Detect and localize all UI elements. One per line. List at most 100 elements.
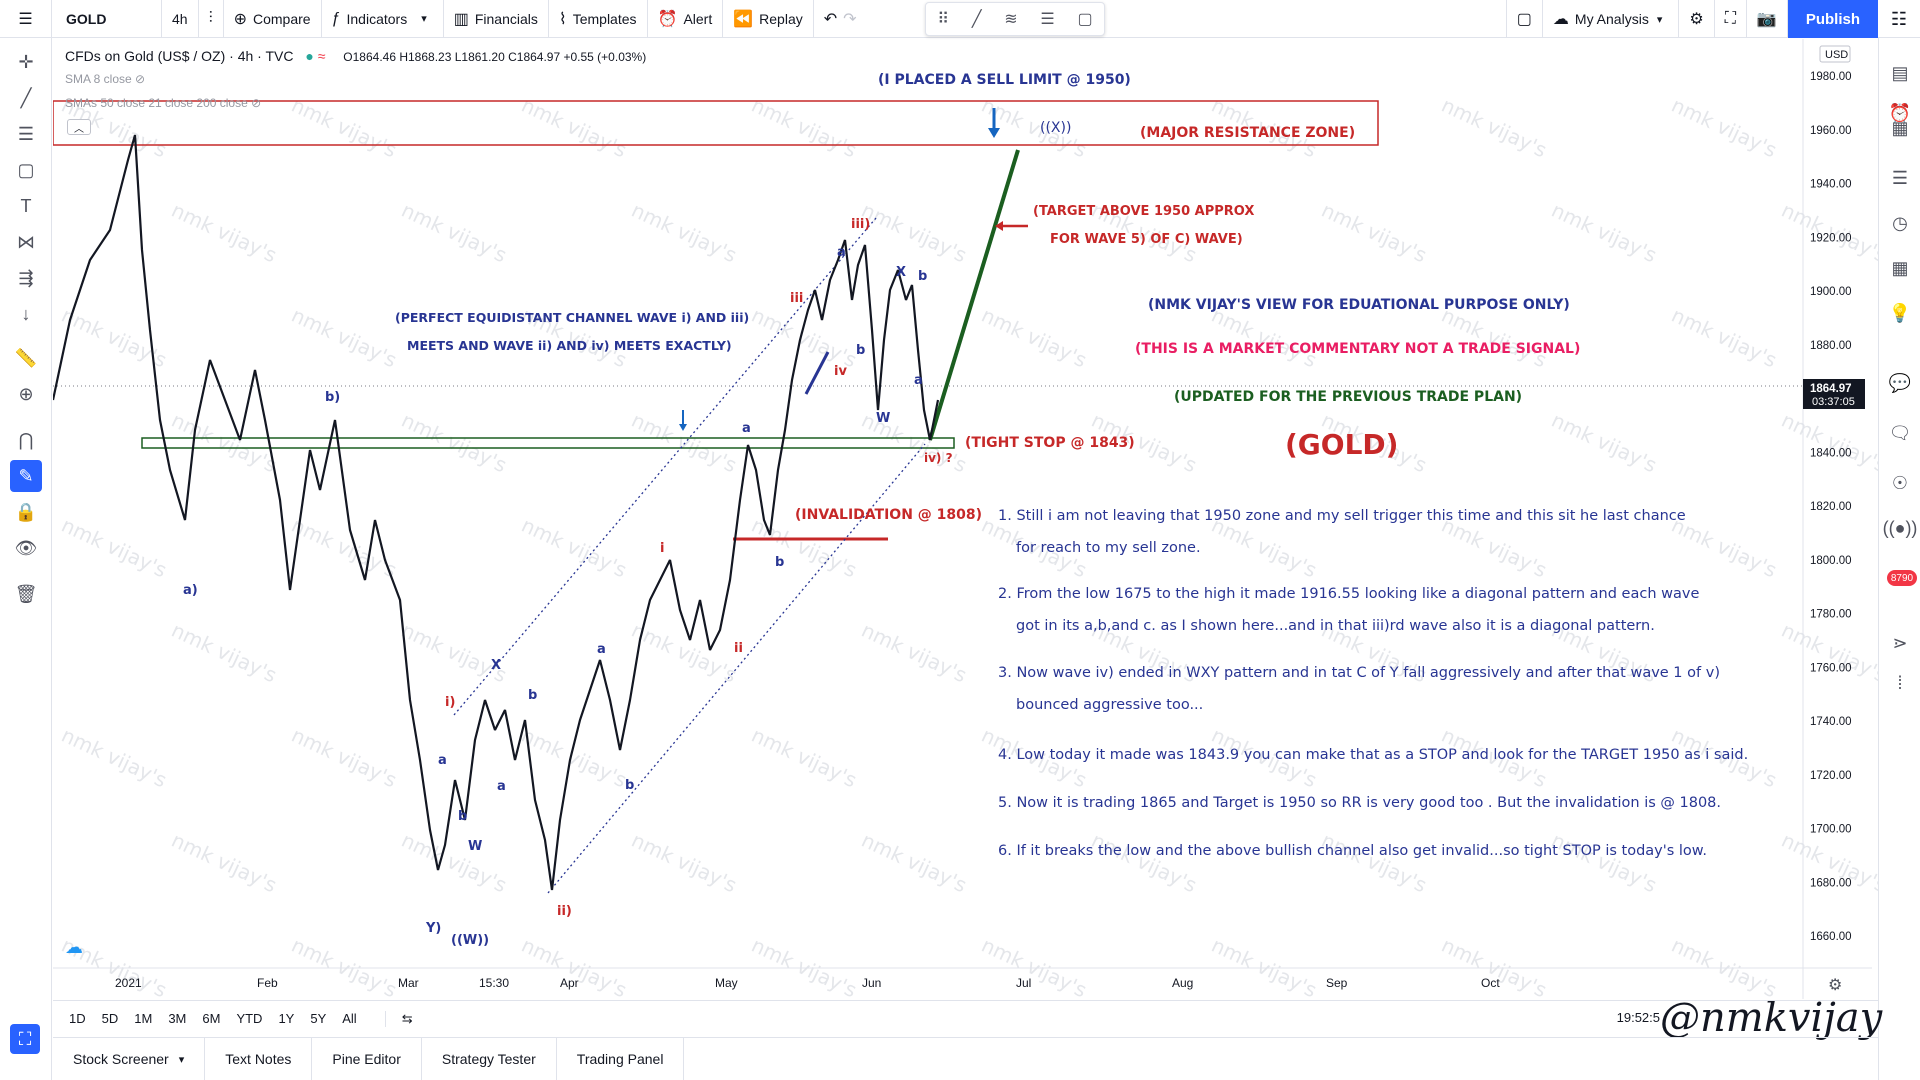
wave-label: X <box>491 658 501 673</box>
chart-canvas[interactable]: nmk vijay's nmk vijay's nmk vijay's nmk vij… <box>53 39 1878 999</box>
delete-tool[interactable]: 🗑 <box>10 578 42 610</box>
range-5d[interactable]: 5D <box>101 1011 119 1026</box>
redo-icon[interactable]: ↷ <box>843 10 857 28</box>
range-1m[interactable]: 1M <box>134 1011 153 1026</box>
time-tick-label: Jul <box>1016 976 1031 990</box>
zoom-tool[interactable]: ⊕ <box>10 378 42 410</box>
range-1y[interactable]: 1Y <box>278 1011 295 1026</box>
hotlist-button[interactable]: ☰ <box>1885 163 1915 193</box>
templates-button[interactable]: ⌇ Templates <box>549 0 648 38</box>
note-line: 3. Now wave iv) ended in WXY pattern and… <box>998 665 1720 681</box>
layout-button[interactable]: ▢ <box>1505 0 1543 38</box>
calendar-grid-button[interactable]: ▦ <box>1885 253 1915 283</box>
ideas-button[interactable]: 💡 <box>1885 298 1915 328</box>
drag-handle-icon[interactable]: ⠿ <box>937 11 950 28</box>
watermark-text: nmk vijay's <box>518 93 631 163</box>
calendar-button[interactable]: ◷ <box>1885 208 1915 238</box>
tab-strategy-tester[interactable]: Strategy Tester <box>422 1037 557 1080</box>
eye-slash-icon[interactable]: ⊘ <box>251 96 262 110</box>
tab-pine-editor[interactable]: Pine Editor <box>312 1037 422 1080</box>
streams-button[interactable]: 🗨 <box>1885 418 1915 448</box>
replay-button[interactable]: ⏪ Replay <box>723 0 814 38</box>
invalidation-label: (INVALIDATION @ 1808) <box>795 507 982 523</box>
range-5y[interactable]: 5Y <box>310 1011 327 1026</box>
range-all[interactable]: All <box>342 1011 357 1026</box>
clock[interactable]: 19:52:5 <box>1616 1010 1660 1025</box>
chevron-down-icon: ▾ <box>1656 13 1663 26</box>
publish-button[interactable]: Publish <box>1787 0 1878 38</box>
hide-tool[interactable]: 👁 <box>10 532 42 564</box>
trendline-tool[interactable]: ╱ <box>10 82 42 114</box>
collapse-legend-button[interactable]: ︿ <box>67 119 91 135</box>
channel-icon[interactable]: ☰ <box>1040 11 1055 28</box>
price-tick-label: 1880.00 <box>1810 340 1852 352</box>
undo-icon[interactable]: ↶ <box>823 10 838 28</box>
symbol-search-button[interactable]: GOLD <box>52 0 162 38</box>
prediction-tool[interactable]: ⇶ <box>10 262 42 294</box>
trend-line-icon[interactable]: ╱ <box>971 11 982 28</box>
watermark-text: nmk vijay's <box>1088 828 1201 898</box>
tab-text-notes[interactable]: Text Notes <box>205 1037 313 1080</box>
financials-button[interactable]: ▥ Financials <box>444 0 549 38</box>
snapshot-button[interactable]: 📷 <box>1747 0 1788 38</box>
range-1d[interactable]: 1D <box>69 1011 86 1026</box>
menu-button[interactable]: ☰ <box>0 0 52 38</box>
axis-settings-icon: ⚙ <box>1828 977 1842 994</box>
range-3m[interactable]: 3M <box>168 1011 187 1026</box>
price-tick-label: 1980.00 <box>1810 71 1852 83</box>
fib-tool[interactable]: ☰ <box>10 118 42 150</box>
floating-drawing-toolbar: ⠿ ╱ ≋ ☰ ▢ <box>925 2 1105 36</box>
data-window-button[interactable]: ▦ <box>1885 113 1915 143</box>
measure-tool[interactable]: 📏 <box>10 342 42 374</box>
pine-button[interactable]: ⋗ <box>1885 628 1915 658</box>
watchlist-toggle[interactable]: ☷ <box>1878 0 1920 38</box>
magnet-tool[interactable]: ⋂ <box>10 424 42 456</box>
alerts-button[interactable]: ⏰ <box>1885 98 1915 128</box>
shape-tool[interactable]: ▢ <box>10 154 42 186</box>
watermark-text: nmk vijay's <box>628 828 741 898</box>
more-button[interactable]: ⁞ <box>1885 668 1915 698</box>
channel-annotation-line2: MEETS AND WAVE ii) AND iv) MEETS EXACTLY… <box>407 338 732 353</box>
tab-stock-screener[interactable]: Stock Screener ▾ <box>53 1037 206 1080</box>
help-button[interactable]: ☉ <box>1885 468 1915 498</box>
chart-type-button[interactable]: ⫶ <box>199 0 224 38</box>
chats-button[interactable]: 💬 <box>1885 368 1915 398</box>
compare-label: Compare <box>253 10 311 27</box>
chat-button[interactable]: ⛶ <box>10 1024 40 1054</box>
interval-button[interactable]: 4h <box>162 0 199 38</box>
price-tick-label: 1900.00 <box>1810 286 1852 298</box>
crosshair-tool[interactable]: ✛ <box>10 46 42 78</box>
notifications-badge[interactable]: 8790 <box>1887 570 1917 586</box>
settings-button[interactable]: ⚙ <box>1679 0 1715 38</box>
indicators-label: Indicators <box>346 10 408 27</box>
chart-pane[interactable]: nmk vijay's nmk vijay's nmk vijay's nmk vij… <box>53 39 1878 999</box>
goto-date-button[interactable]: ⇆ <box>384 1010 421 1027</box>
resistance-zone-label: (MAJOR RESISTANCE ZONE) <box>1140 125 1355 141</box>
ruler-icon: 📏 <box>14 347 38 368</box>
lock-tool[interactable]: 🔒 <box>10 496 42 528</box>
text-tool[interactable]: T <box>10 190 42 222</box>
tab-trading-panel[interactable]: Trading Panel <box>557 1037 685 1080</box>
tradingview-logo[interactable]: ☁ <box>65 937 91 963</box>
watermark-text: nmk vijay's <box>1548 828 1661 898</box>
watchlist-button[interactable]: ▤ <box>1885 58 1915 88</box>
range-ytd[interactable]: YTD <box>236 1011 263 1026</box>
fib-icon[interactable]: ≋ <box>1004 11 1018 28</box>
pattern-tool[interactable]: ⋈ <box>10 226 42 258</box>
compare-button[interactable]: ⊕ Compare <box>224 0 322 38</box>
my-analysis-button[interactable]: ☁ My Analysis ▾ <box>1543 0 1680 38</box>
live-button[interactable]: ((●)) <box>1883 513 1918 543</box>
indicators-button[interactable]: ƒ Indicators ▾ <box>322 0 444 38</box>
alert-button[interactable]: ⏰ Alert <box>648 0 724 38</box>
eye-slash-icon[interactable]: ⊘ <box>135 72 146 86</box>
gold-title: (GOLD) <box>1285 428 1398 461</box>
shape-icon: ▢ <box>17 159 35 180</box>
range-6m[interactable]: 6M <box>202 1011 221 1026</box>
price-tick-label: 1740.00 <box>1810 716 1852 728</box>
icon-tool[interactable]: ↓ <box>10 298 42 330</box>
fx-icon: ƒ <box>331 9 341 27</box>
time-tick-label: Apr <box>560 976 579 990</box>
rectangle-icon[interactable]: ▢ <box>1077 11 1093 28</box>
stay-drawing-tool[interactable]: ✎ <box>10 460 42 492</box>
fullscreen-button[interactable]: ⛶ <box>1715 0 1747 38</box>
